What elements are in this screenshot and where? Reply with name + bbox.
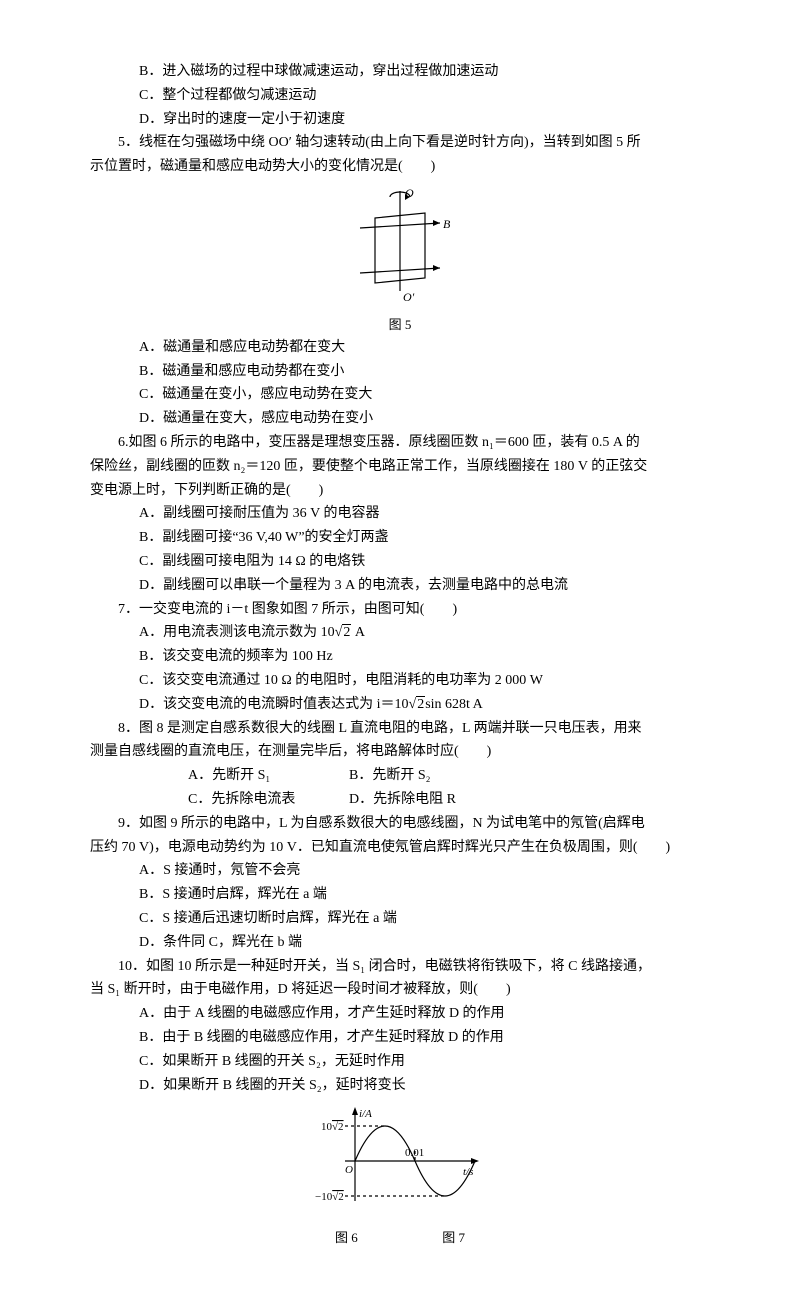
q9-opt-d: D．条件同 C，辉光在 b 端 bbox=[90, 931, 710, 955]
ytick-bot: −10√2 bbox=[315, 1191, 344, 1203]
q7-opt-c: C．该交变电流通过 10 Ω 的电阻时，电阻消耗的电功率为 2 000 W bbox=[90, 669, 710, 693]
q5-stem-2: 示位置时，磁通量和感应电动势大小的变化情况是( ) bbox=[90, 155, 710, 179]
q10-stem-1: 10．如图 10 所示是一种延时开关，当 S₁ 闭合时，电磁铁将衔铁吸下，将 C… bbox=[90, 955, 710, 979]
q6-opt-a: A．副线圈可接耐压值为 36 V 的电容器 bbox=[90, 502, 710, 526]
q10-opt-d: D．如果断开 B 线圈的开关 S₂，延时将变长 bbox=[90, 1074, 710, 1098]
q4-opt-b: B．进入磁场的过程中球做减速运动，穿出过程做加速运动 bbox=[90, 60, 710, 84]
figure-7: i/A 10√2 −10√2 O 0.01 t/s bbox=[90, 1101, 710, 1225]
q7-opt-d: D．该交变电流的电流瞬时值表达式为 i＝102sin 628t A bbox=[90, 693, 710, 717]
svg-text:0.01: 0.01 bbox=[405, 1147, 424, 1159]
svg-text:O: O bbox=[405, 186, 414, 200]
svg-text:t/s: t/s bbox=[463, 1166, 473, 1178]
q10-opt-c: C．如果断开 B 线圈的开关 S₂，无延时作用 bbox=[90, 1050, 710, 1074]
figure-67-caption: 图 6 图 7 bbox=[90, 1227, 710, 1249]
q7-opt-b: B．该交变电流的频率为 100 Hz bbox=[90, 645, 710, 669]
q10-opt-b: B．由于 B 线圈的电磁感应作用，才产生延时释放 D 的作用 bbox=[90, 1026, 710, 1050]
q5-opt-a: A．磁通量和感应电动势都在变大 bbox=[90, 336, 710, 360]
q6-stem-1: 6.如图 6 所示的电路中，变压器是理想变压器．原线圈匝数 n₁＝600 匝，装… bbox=[90, 431, 710, 455]
q8-stem-1: 8．图 8 是测定自感系数很大的线圈 L 直流电阻的电路，L 两端并联一只电压表… bbox=[90, 717, 710, 741]
q9-opt-a: A．S 接通时，氖管不会亮 bbox=[90, 859, 710, 883]
q6-opt-c: C．副线圈可接电阻为 14 Ω 的电烙铁 bbox=[90, 550, 710, 574]
q10-opt-a: A．由于 A 线圈的电磁感应作用，才产生延时释放 D 的作用 bbox=[90, 1002, 710, 1026]
svg-text:O: O bbox=[345, 1164, 353, 1176]
q6-opt-d: D．副线圈可以串联一个量程为 3 A 的电流表，去测量电路中的总电流 bbox=[90, 574, 710, 598]
q9-opt-c: C．S 接通后迅速切断时启辉，辉光在 a 端 bbox=[90, 907, 710, 931]
q5-opt-b: B．磁通量和感应电动势都在变小 bbox=[90, 360, 710, 384]
q4-opt-d: D．穿出时的速度一定小于初速度 bbox=[90, 108, 710, 132]
q8-opts-row1: A．先断开 S₁B．先断开 S₂ bbox=[90, 764, 710, 788]
figure-5: O B O′ bbox=[90, 183, 710, 312]
q7-opt-a: A．用电流表测该电流示数为 102 A bbox=[90, 621, 710, 645]
q6-stem-3: 变电源上时，下列判断正确的是( ) bbox=[90, 479, 710, 503]
figure-5-caption: 图 5 bbox=[90, 314, 710, 336]
q6-stem-2: 保险丝，副线圈的匝数 n₂＝120 匝，要使整个电路正常工作，当原线圈接在 18… bbox=[90, 455, 710, 479]
q8-stem-2: 测量自感线圈的直流电压，在测量完毕后，将电路解体时应( ) bbox=[90, 740, 710, 764]
q5-stem-1: 5．线框在匀强磁场中绕 OO′ 轴匀速转动(由上向下看是逆时针方向)，当转到如图… bbox=[90, 131, 710, 155]
q9-stem-1: 9．如图 9 所示的电路中，L 为自感系数很大的电感线圈，N 为试电笔中的氖管(… bbox=[90, 812, 710, 836]
q5-opt-c: C．磁通量在变小，感应电动势在变大 bbox=[90, 383, 710, 407]
q5-opt-d: D．磁通量在变大，感应电动势在变小 bbox=[90, 407, 710, 431]
q6-opt-b: B．副线圈可接“36 V,40 W”的安全灯两盏 bbox=[90, 526, 710, 550]
q9-stem-2: 压约 70 V)，电源电动势约为 10 V．已知直流电使氖管启辉时辉光只产生在负… bbox=[90, 836, 710, 860]
q8-opts-row2: C．先拆除电流表D．先拆除电阻 R bbox=[90, 788, 710, 812]
q9-opt-b: B．S 接通时启辉，辉光在 a 端 bbox=[90, 883, 710, 907]
svg-text:B: B bbox=[443, 217, 451, 231]
q7-stem: 7．一交变电流的 i－t 图象如图 7 所示，由图可知( ) bbox=[90, 598, 710, 622]
svg-text:O′: O′ bbox=[403, 290, 415, 303]
svg-text:i/A: i/A bbox=[359, 1108, 372, 1120]
q10-stem-2: 当 S₁ 断开时，由于电磁作用，D 将延迟一段时间才被释放，则( ) bbox=[90, 978, 710, 1002]
q4-opt-c: C．整个过程都做匀减速运动 bbox=[90, 84, 710, 108]
